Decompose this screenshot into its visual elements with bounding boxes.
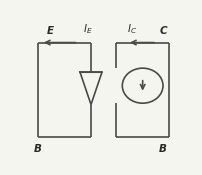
Text: $I_C$: $I_C$ — [127, 22, 137, 36]
Text: B: B — [34, 144, 42, 154]
Text: B: B — [159, 144, 167, 154]
Text: E: E — [47, 26, 54, 36]
Text: $I_E$: $I_E$ — [83, 22, 93, 36]
Text: C: C — [159, 26, 167, 36]
